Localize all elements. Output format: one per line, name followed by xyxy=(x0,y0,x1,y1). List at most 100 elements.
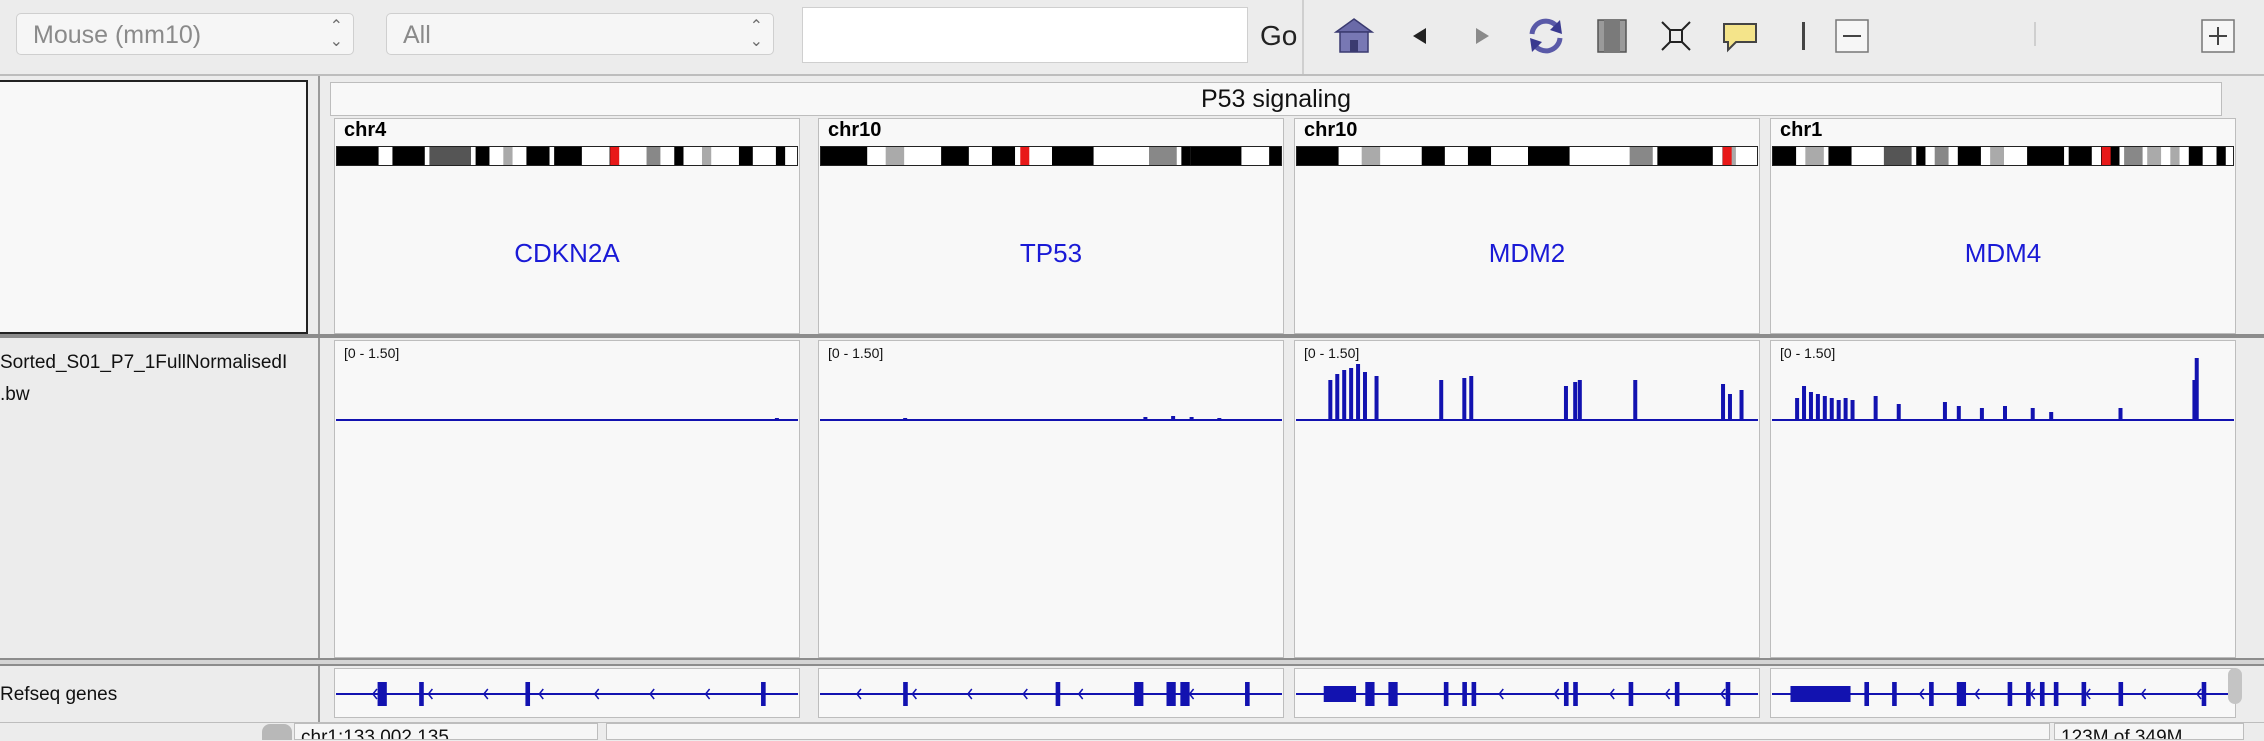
panel-gene-name[interactable]: MDM4 xyxy=(1964,238,2042,268)
signal-bar xyxy=(1439,380,1444,420)
signal-bar xyxy=(1739,390,1744,420)
gene-exon xyxy=(903,682,908,706)
signal-bar xyxy=(1829,398,1834,420)
cytoband xyxy=(429,147,471,165)
signal-bar xyxy=(1721,384,1726,420)
ruler-button[interactable] xyxy=(1782,14,1826,58)
gene-exon xyxy=(1573,682,1578,706)
current-region-marker xyxy=(2101,147,2111,165)
panel-gene-name[interactable]: TP53 xyxy=(1019,238,1083,268)
refseq-track-name[interactable]: Refseq genes xyxy=(0,684,118,705)
refseq-gene-features[interactable] xyxy=(1772,674,2234,714)
region-of-interest-button[interactable] xyxy=(1590,14,1634,58)
chromosome-ideogram[interactable] xyxy=(1296,146,1758,166)
gene-exon xyxy=(1323,686,1357,702)
bigwig-track-name[interactable]: Sorted_S01_P7_1FullNormalisedI xyxy=(0,352,288,373)
panel-gene-name[interactable]: MDM2 xyxy=(1488,238,1566,268)
refseq-gene-features[interactable] xyxy=(336,674,798,714)
panel-data-frame xyxy=(1770,340,2236,658)
signal-bar xyxy=(1217,418,1222,420)
cytoband xyxy=(1297,147,1339,165)
genome-select[interactable]: Mouse (mm10) ⌃ ⌄ xyxy=(16,13,354,55)
gene-exon xyxy=(761,682,766,706)
forward-button[interactable] xyxy=(1460,14,1504,58)
home-icon xyxy=(1333,18,1375,53)
refseq-gene-features[interactable] xyxy=(820,674,1282,714)
panel-gene-name[interactable]: CDKN2A xyxy=(514,238,620,268)
cytoband xyxy=(991,147,1016,165)
strand-arrow xyxy=(2140,688,2147,700)
cytoband xyxy=(392,147,425,165)
home-button[interactable] xyxy=(1332,14,1376,58)
chromosome-ideogram[interactable] xyxy=(1772,146,2234,166)
bigwig-signal[interactable] xyxy=(1772,342,2234,422)
cytoband xyxy=(738,147,753,165)
signal-bar xyxy=(1171,416,1176,420)
gene-exon xyxy=(1864,682,1870,706)
cytoband xyxy=(775,147,786,165)
gene-exon xyxy=(1471,682,1477,706)
strand-arrow xyxy=(538,688,544,700)
signal-bar xyxy=(2049,412,2054,420)
cytoband xyxy=(1190,147,1242,165)
cytoband xyxy=(1629,147,1653,165)
cytoband xyxy=(1361,147,1381,165)
signal-bar xyxy=(1362,372,1367,420)
gene-exon xyxy=(2039,682,2045,706)
signal-bar xyxy=(1573,382,1578,420)
forward-arrow-icon xyxy=(1476,28,1489,44)
bigwig-signal[interactable] xyxy=(336,342,798,422)
signal-bar xyxy=(1328,380,1333,420)
signal-bar xyxy=(1795,398,1800,420)
signal-baseline xyxy=(1296,419,1758,421)
strand-arrow xyxy=(427,688,433,700)
gene-exon xyxy=(1365,682,1375,706)
zoom-out-button[interactable] xyxy=(1830,14,1874,58)
gene-exon xyxy=(2201,682,2207,706)
bigwig-signal[interactable] xyxy=(1296,342,1758,422)
cytoband xyxy=(1181,147,1191,165)
ideogram-graphic xyxy=(1773,147,2226,165)
strand-arrow xyxy=(1720,688,1726,700)
chromosome-select[interactable]: All ⌃ ⌄ xyxy=(386,13,774,55)
cytoband xyxy=(2147,147,2162,165)
signal-bar xyxy=(2030,408,2035,420)
bigwig-track-name-ext: .bw xyxy=(0,384,30,405)
popup-text-button[interactable] xyxy=(1718,14,1762,58)
roi-icon xyxy=(1597,19,1627,53)
signal-bar xyxy=(1822,396,1827,420)
cytoband xyxy=(2124,147,2143,165)
strand-arrow xyxy=(911,688,917,700)
status-memory: 123M of 349M xyxy=(2054,723,2244,740)
refresh-button[interactable] xyxy=(1524,14,1568,58)
signal-bar xyxy=(1356,364,1361,420)
go-button[interactable]: Go xyxy=(1260,20,1298,51)
fit-to-window-button[interactable] xyxy=(1654,14,1698,58)
ideogram-graphic xyxy=(821,147,1281,165)
signal-bar xyxy=(1462,378,1467,420)
gene-intron-line xyxy=(820,693,1282,695)
chromosome-ideogram[interactable] xyxy=(336,146,798,166)
locus-search-input[interactable] xyxy=(802,7,1248,63)
cytoband xyxy=(554,147,582,165)
cytoband xyxy=(2188,147,2203,165)
refseq-gene-features[interactable] xyxy=(1296,674,1758,714)
strand-arrow xyxy=(1664,688,1671,700)
vertical-scrollbar-thumb[interactable] xyxy=(2228,668,2242,704)
zoom-out-icon xyxy=(1835,19,1869,53)
cytoband xyxy=(1149,147,1177,165)
zoom-in-button[interactable] xyxy=(2196,14,2240,58)
signal-bar xyxy=(1374,376,1379,420)
gene-exon xyxy=(1892,682,1897,706)
signal-bar xyxy=(1335,374,1340,420)
cytoband xyxy=(1805,147,1824,165)
cytoband xyxy=(1528,147,1570,165)
chromosome-ideogram[interactable] xyxy=(820,146,1282,166)
signal-bar xyxy=(1843,398,1848,420)
strand-arrow xyxy=(482,688,489,700)
bigwig-signal[interactable] xyxy=(820,342,1282,422)
signal-bar xyxy=(1808,392,1813,420)
cytoband xyxy=(646,147,661,165)
back-button[interactable] xyxy=(1398,14,1442,58)
back-arrow-icon xyxy=(1413,28,1426,44)
